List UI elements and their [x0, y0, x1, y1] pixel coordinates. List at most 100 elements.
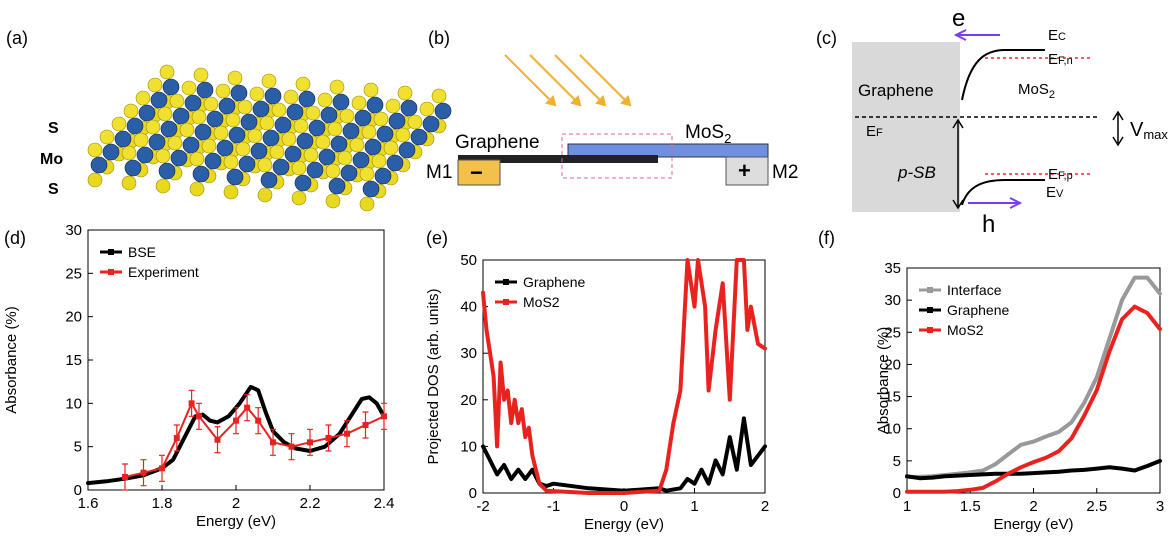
- graphene-layer: [458, 155, 658, 163]
- atom-s: [189, 151, 205, 167]
- atom-s: [155, 148, 171, 164]
- legend-label: Interface: [947, 282, 1002, 298]
- text-main: MoS: [685, 122, 724, 143]
- x-tick-label: -2: [476, 498, 489, 515]
- text-main: E: [1048, 166, 1058, 183]
- atom-s: [167, 135, 183, 151]
- atom-s: [361, 124, 377, 140]
- atom-s: [303, 147, 319, 163]
- data-point: [173, 435, 180, 441]
- x-tick-label: 3: [1156, 498, 1164, 515]
- atom-s: [329, 79, 345, 95]
- atom-mo: [138, 104, 156, 122]
- atom-mo: [296, 132, 314, 150]
- material-label: Graphene: [858, 81, 934, 100]
- contact-m1: [457, 159, 501, 186]
- atom-s: [339, 108, 355, 124]
- atom-s: [155, 178, 171, 194]
- atom-mo: [126, 117, 144, 135]
- legend-label: Graphene: [947, 302, 1009, 318]
- atom-mo: [136, 146, 154, 164]
- atom-s: [359, 166, 375, 182]
- atom-s: [257, 187, 273, 203]
- atom-mo: [264, 87, 282, 105]
- lattice: [87, 64, 452, 212]
- atom-mo: [340, 164, 358, 182]
- data-point: [122, 474, 128, 480]
- atom-s: [363, 82, 379, 98]
- atom-s: [325, 193, 341, 209]
- atom-s: [87, 172, 103, 188]
- series-line: [905, 458, 1162, 481]
- text-sub: F,n: [1058, 55, 1073, 67]
- atom-mo: [376, 125, 394, 143]
- y-tick-label: 40: [460, 299, 477, 316]
- y-tick-label: 30: [460, 345, 477, 362]
- data-point: [140, 469, 147, 476]
- sign: −: [470, 160, 483, 185]
- atom-s: [179, 122, 195, 138]
- atom-s: [225, 112, 241, 128]
- atom-mo: [216, 139, 234, 157]
- atom-s: [121, 175, 137, 191]
- atom-s: [191, 109, 207, 125]
- legend-marker: [927, 327, 933, 333]
- y-axis-title: Absorbance (%): [3, 306, 20, 414]
- atom-mo: [298, 90, 316, 108]
- atom-s: [295, 76, 311, 92]
- x-tick-label: 1.6: [78, 495, 99, 512]
- panel-label: (d): [4, 228, 26, 248]
- atom-s: [431, 88, 447, 104]
- atom-mo: [250, 142, 268, 160]
- atom-mo: [206, 110, 224, 128]
- atom-s: [315, 134, 331, 150]
- x-tick-label: 2: [232, 495, 240, 512]
- atom-s: [359, 196, 375, 212]
- data-point: [381, 413, 387, 420]
- mos2-layer: [567, 143, 769, 158]
- atom-s: [159, 64, 175, 80]
- legend-label: Experiment: [128, 264, 199, 280]
- text-sub: C: [1058, 31, 1066, 43]
- atom-s: [123, 103, 139, 119]
- vmax-label: Vmax: [1130, 119, 1168, 142]
- panel-label: (a): [6, 28, 28, 48]
- atom-s: [257, 157, 273, 173]
- atom-mo: [308, 119, 326, 137]
- atom-mo: [192, 165, 210, 183]
- atom-mo: [388, 112, 406, 130]
- atom-mo: [238, 155, 256, 173]
- atom-mo: [354, 109, 372, 127]
- y-tick-label: 5: [74, 439, 82, 456]
- light-rays: [504, 54, 632, 107]
- sign: +: [738, 158, 751, 183]
- y-tick-label: 0: [74, 482, 82, 499]
- atom-s: [189, 181, 205, 197]
- conduction-band: [961, 49, 1045, 101]
- atom-s: [337, 150, 353, 166]
- atom-mo: [318, 148, 336, 166]
- x-axis-title: Energy (eV): [196, 513, 276, 530]
- atom-mo: [182, 136, 200, 154]
- level-label: EF: [866, 123, 883, 140]
- panel-label: (f): [818, 228, 835, 248]
- atom-mo: [386, 154, 404, 172]
- y-tick-label: 0: [893, 485, 901, 502]
- y-tick-label: 30: [884, 292, 901, 309]
- text-sub: F: [876, 127, 883, 139]
- data-point: [196, 413, 202, 420]
- atom-s: [349, 137, 365, 153]
- atom-mo: [226, 168, 244, 186]
- y-axis-title: Absorbance (%): [875, 327, 892, 435]
- atom-mo: [410, 128, 428, 146]
- contact-m2: [725, 156, 769, 186]
- atom-s: [373, 111, 389, 127]
- data-point: [255, 417, 262, 424]
- y-tick-label: 20: [65, 309, 82, 326]
- material-label: Graphene: [455, 132, 540, 153]
- atom-mo: [162, 78, 180, 96]
- series-line: [905, 275, 1162, 479]
- x-tick-label: 1.5: [960, 498, 981, 515]
- y-tick-label: 30: [65, 222, 82, 239]
- atom-mo: [148, 133, 166, 151]
